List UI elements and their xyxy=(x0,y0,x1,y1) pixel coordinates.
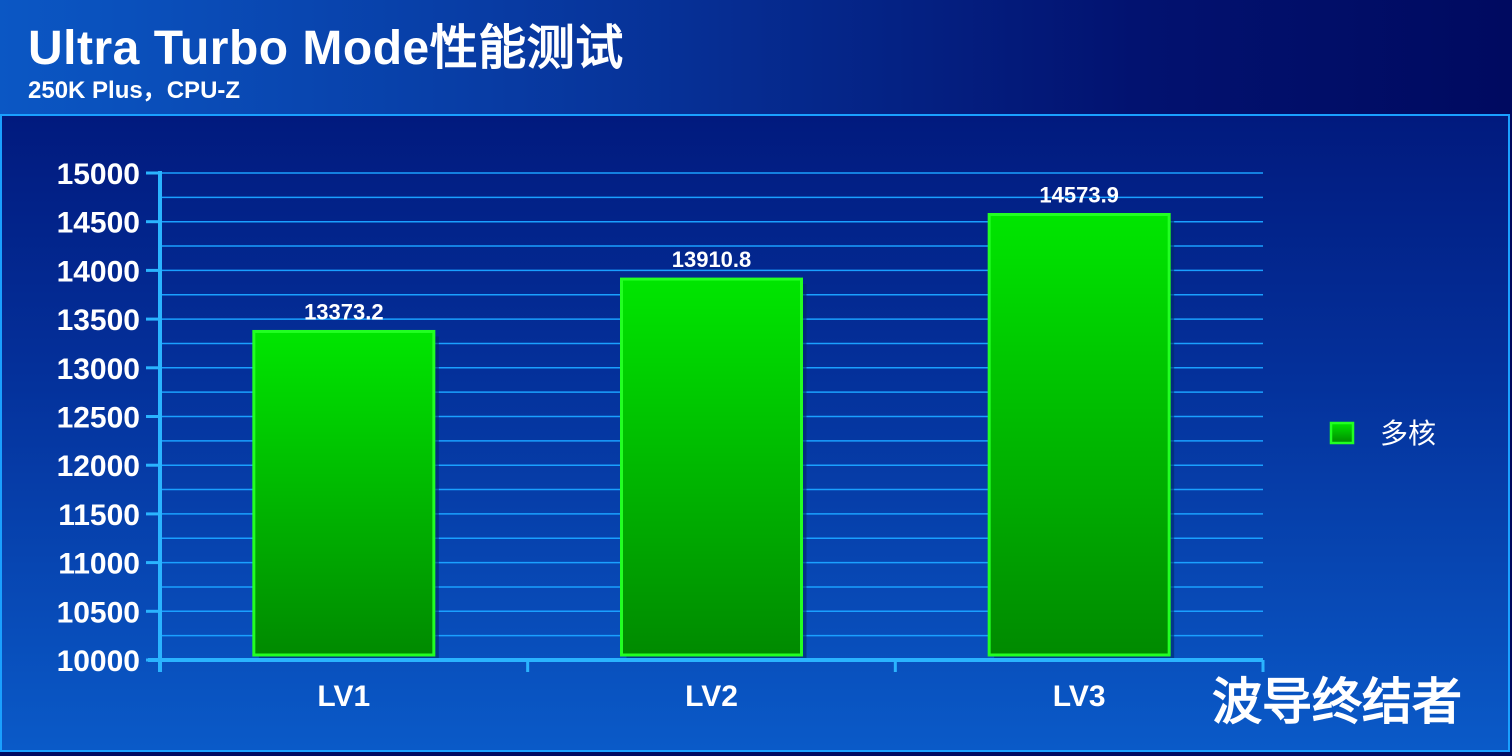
legend-swatch xyxy=(1329,421,1355,445)
chart-subtitle: 250K Plus，CPU-Z xyxy=(28,77,241,104)
y-tick-label: 11000 xyxy=(58,548,140,581)
data-label: 14573.9 xyxy=(1039,183,1119,208)
axes xyxy=(146,171,1265,672)
x-tick-label: LV3 xyxy=(1053,680,1106,713)
bar-lv1 xyxy=(252,329,436,657)
legend-label: 多核 xyxy=(1380,417,1436,450)
data-label: 13373.2 xyxy=(304,299,384,324)
bar-lv3 xyxy=(987,213,1171,657)
y-tick-label: 13500 xyxy=(57,304,140,337)
y-tick-label: 10000 xyxy=(57,645,140,678)
y-tick-label: 12500 xyxy=(57,402,140,435)
x-tick-label: LV1 xyxy=(317,680,370,713)
chart-title: Ultra Turbo Mode性能测试 xyxy=(28,22,624,75)
y-tick-label: 11500 xyxy=(58,499,140,532)
y-tick-label: 13000 xyxy=(57,353,140,386)
legend: 多核 xyxy=(1329,417,1436,450)
y-tick-label: 14500 xyxy=(57,207,140,240)
watermark: 波导终结者 xyxy=(1212,673,1462,731)
y-tick-label: 10500 xyxy=(57,596,140,629)
y-tick-label: 14000 xyxy=(57,255,140,288)
y-tick-label: 15000 xyxy=(57,158,140,191)
bar-lv2 xyxy=(620,277,803,657)
y-tick-label: 12000 xyxy=(57,450,140,483)
data-label: 13910.8 xyxy=(672,247,752,272)
labels: 10000 10500 11000 11500 12000 12500 13000 13500… xyxy=(57,158,1119,713)
header-banner: Ultra Turbo Mode性能测试 250K Plus，CPU-Z xyxy=(0,0,1512,114)
bars xyxy=(252,213,1175,660)
x-tick-label: LV2 xyxy=(685,680,738,713)
